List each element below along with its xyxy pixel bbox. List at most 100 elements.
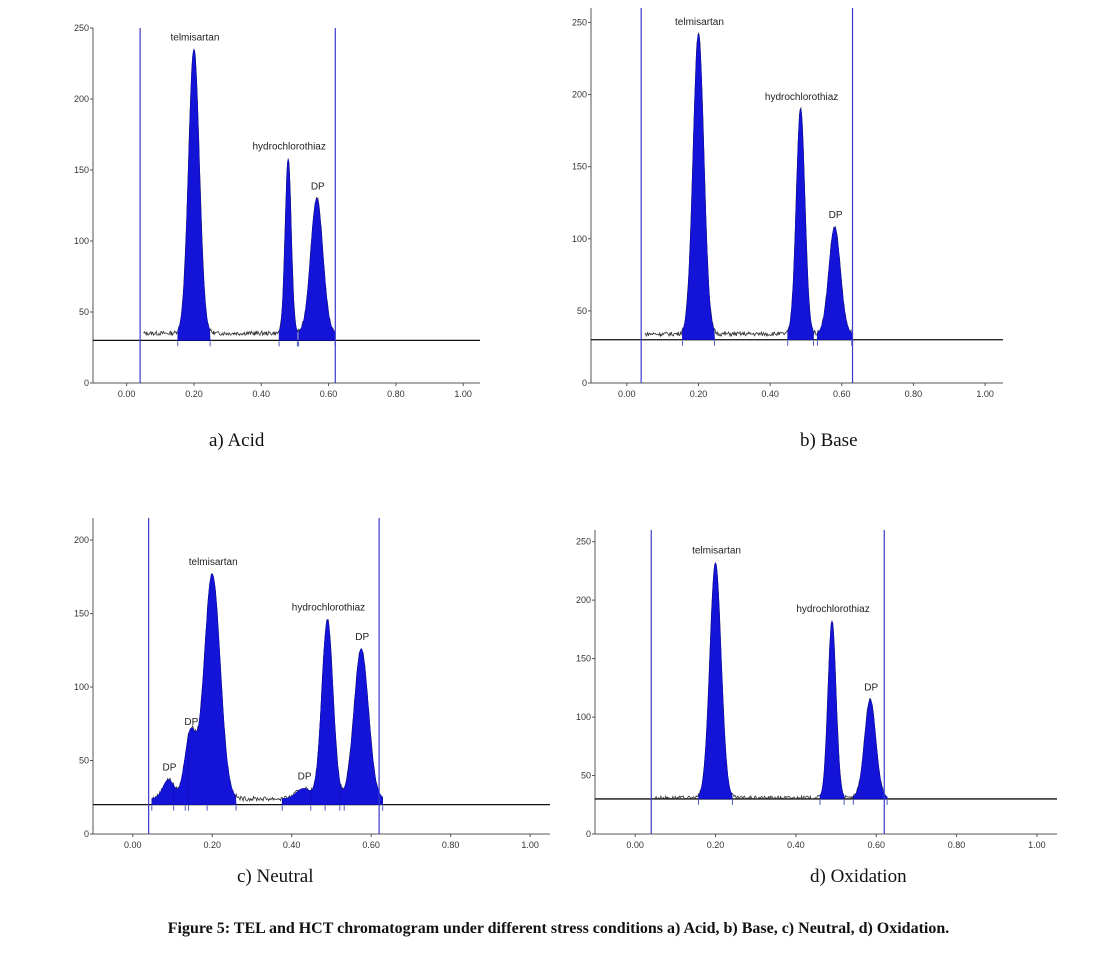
- integration-bracket: [852, 799, 888, 805]
- chromatogram-base-svg: 0 50 100 150 200 250 0.00 0.20 0.40 0.60 0.80 1.00 t…: [572, 8, 1003, 399]
- peak-label: DP: [184, 717, 198, 728]
- integration-bracket: [787, 340, 814, 346]
- peak-1: [177, 48, 211, 341]
- y-tick-label: 0: [84, 829, 89, 839]
- y-tick-label: 200: [74, 94, 89, 104]
- peak-label: telmisartan: [189, 557, 238, 568]
- x-tick-label: 0.80: [442, 840, 460, 850]
- caption-oxidation: d) Oxidation: [810, 866, 907, 887]
- peak-label: hydrochlorothiaz: [292, 602, 365, 613]
- integration-bracket: [177, 341, 211, 347]
- integration-bracket: [278, 341, 298, 347]
- x-tick-label: 0.60: [833, 389, 851, 399]
- x-tick-label: 0.20: [707, 840, 725, 850]
- x-tick-label: 0.00: [618, 389, 636, 399]
- y-tick-label: 0: [586, 829, 591, 839]
- y-tick-label: 150: [572, 162, 587, 172]
- y-tick-label: 150: [576, 654, 591, 664]
- peak-2: [278, 158, 298, 341]
- integration-bracket: [298, 341, 336, 347]
- x-tick-label: 1.00: [454, 389, 472, 399]
- integration-bracket: [698, 799, 733, 805]
- integration-bracket: [151, 805, 186, 811]
- integration-bracket: [173, 805, 208, 811]
- peak-label: DP: [298, 771, 312, 782]
- peak-2: [819, 620, 845, 800]
- y-tick-label: 0: [84, 378, 89, 388]
- peak-label: DP: [829, 210, 843, 221]
- caption-neutral: c) Neutral: [237, 866, 314, 887]
- integration-bracket: [310, 805, 345, 811]
- x-tick-label: 0.80: [387, 389, 405, 399]
- y-tick-label: 50: [581, 771, 591, 781]
- y-tick-label: 100: [572, 234, 587, 244]
- chromatogram-base: 0 50 100 150 200 250 0.00 0.20 0.40 0.60 0.80 1.00 t…: [572, 8, 1008, 399]
- peak-label: telmisartan: [675, 17, 724, 28]
- integration-bracket: [816, 340, 853, 346]
- y-tick-label: 250: [74, 23, 89, 33]
- y-tick-label: 150: [74, 165, 89, 175]
- x-tick-label: 0.40: [283, 840, 301, 850]
- x-tick-label: 1.00: [976, 389, 994, 399]
- caption-acid: a) Acid: [209, 430, 265, 451]
- peak-label: DP: [311, 181, 325, 192]
- peak-label: telmisartan: [692, 546, 741, 557]
- integration-bracket: [187, 805, 237, 811]
- x-tick-label: 0.60: [320, 389, 338, 399]
- peak-1: [682, 33, 715, 340]
- peak-label: DP: [163, 763, 177, 774]
- x-tick-label: 0.40: [787, 840, 805, 850]
- peak-label: DP: [864, 683, 878, 694]
- x-tick-label: 1.00: [521, 840, 539, 850]
- y-tick-label: 100: [74, 682, 89, 692]
- chromatogram-neutral: 0 50 100 150 200 0.00 0.20 0.40 0.60 0.80 1.00 DP DP…: [74, 518, 555, 850]
- peak-5: [310, 618, 345, 805]
- x-tick-label: 0.40: [252, 389, 270, 399]
- x-tick-label: 0.60: [362, 840, 380, 850]
- chromatogram-oxidation: 0 50 100 150 200 250 0.00 0.20 0.40 0.60 0.80 1.00 t…: [576, 530, 1062, 850]
- y-tick-label: 50: [79, 756, 89, 766]
- x-tick-label: 0.80: [905, 389, 923, 399]
- integration-bracket: [819, 799, 845, 805]
- peak-3: [817, 226, 853, 340]
- peak-label: telmisartan: [171, 32, 220, 43]
- figure-caption: Figure 5: TEL and HCT chromatogram under…: [167, 920, 950, 937]
- integration-bracket: [681, 340, 716, 346]
- integration-bracket: [339, 805, 384, 811]
- x-tick-label: 0.80: [948, 840, 966, 850]
- signal-trace: [654, 562, 884, 801]
- peak-label: hydrochlorothiaz: [796, 604, 869, 615]
- peak-1: [698, 561, 733, 800]
- peak-3: [298, 197, 336, 341]
- signal-trace: [143, 49, 335, 337]
- x-tick-label: 0.20: [203, 840, 221, 850]
- chromatogram-neutral-svg: 0 50 100 150 200 0.00 0.20 0.40 0.60 0.80 1.00 DP DP…: [74, 518, 550, 850]
- caption-base: b) Base: [800, 430, 858, 451]
- y-tick-label: 200: [74, 535, 89, 545]
- integration-bracket: [281, 805, 326, 811]
- chromatogram-acid-svg: 0 50 100 150 200 250 0.00 0.20 0.40 0.60 0.80 1.00 t…: [74, 23, 480, 399]
- peak-label: hydrochlorothiaz: [765, 92, 838, 103]
- peak-label: DP: [355, 632, 369, 643]
- peak-label: hydrochlorothiaz: [252, 142, 325, 153]
- x-tick-label: 0.60: [867, 840, 885, 850]
- x-tick-label: 0.20: [185, 389, 203, 399]
- y-tick-label: 250: [576, 537, 591, 547]
- y-tick-label: 0: [582, 378, 587, 388]
- x-tick-label: 0.20: [690, 389, 708, 399]
- y-tick-label: 100: [74, 236, 89, 246]
- x-tick-label: 0.00: [124, 840, 142, 850]
- peak-3: [188, 573, 237, 805]
- y-tick-label: 150: [74, 609, 89, 619]
- peak-2: [787, 108, 814, 340]
- signal-trace: [644, 32, 853, 338]
- y-tick-label: 100: [576, 712, 591, 722]
- y-tick-label: 50: [79, 307, 89, 317]
- chromatogram-oxidation-svg: 0 50 100 150 200 250 0.00 0.20 0.40 0.60 0.80 1.00 t…: [576, 530, 1057, 850]
- peak-3: [853, 699, 888, 800]
- chromatogram-acid: 0 50 100 150 200 250 0.00 0.20 0.40 0.60 0.80 1.00 t…: [74, 23, 490, 399]
- y-tick-label: 50: [577, 306, 587, 316]
- peak-6: [339, 648, 383, 805]
- y-tick-label: 200: [576, 595, 591, 605]
- x-tick-label: 0.00: [118, 389, 136, 399]
